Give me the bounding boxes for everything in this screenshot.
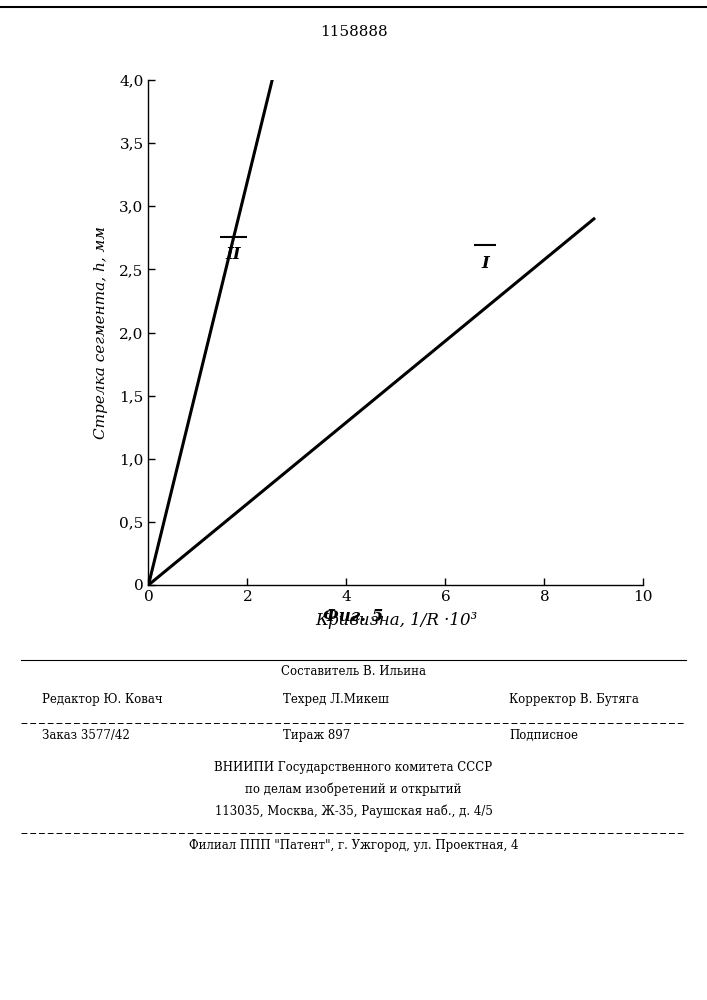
- X-axis label: Кривизна, 1/R ·10³: Кривизна, 1/R ·10³: [315, 612, 477, 629]
- Y-axis label: Стрелка сегмента, h, мм: Стрелка сегмента, h, мм: [94, 226, 108, 439]
- Text: Редактор Ю. Ковач: Редактор Ю. Ковач: [42, 693, 163, 706]
- Text: 1158888: 1158888: [320, 25, 387, 39]
- Text: 113035, Москва, Ж-35, Раушская наб., д. 4/5: 113035, Москва, Ж-35, Раушская наб., д. …: [214, 805, 493, 818]
- Text: Составитель В. Ильина: Составитель В. Ильина: [281, 665, 426, 678]
- Text: Тираж 897: Тираж 897: [283, 729, 350, 742]
- Text: Заказ 3577/42: Заказ 3577/42: [42, 729, 130, 742]
- Text: Фиг. 5: Фиг. 5: [323, 608, 384, 625]
- Text: по делам изобретений и открытий: по делам изобретений и открытий: [245, 783, 462, 796]
- Text: II: II: [226, 246, 241, 263]
- Text: I: I: [481, 255, 489, 272]
- Text: Филиал ППП "Патент", г. Ужгород, ул. Проектная, 4: Филиал ППП "Патент", г. Ужгород, ул. Про…: [189, 839, 518, 852]
- Text: Подписное: Подписное: [509, 729, 578, 742]
- Text: Корректор В. Бутяга: Корректор В. Бутяга: [509, 693, 639, 706]
- Text: Техред Л.Микеш: Техред Л.Микеш: [283, 693, 389, 706]
- Text: ВНИИПИ Государственного комитета СССР: ВНИИПИ Государственного комитета СССР: [214, 761, 493, 774]
